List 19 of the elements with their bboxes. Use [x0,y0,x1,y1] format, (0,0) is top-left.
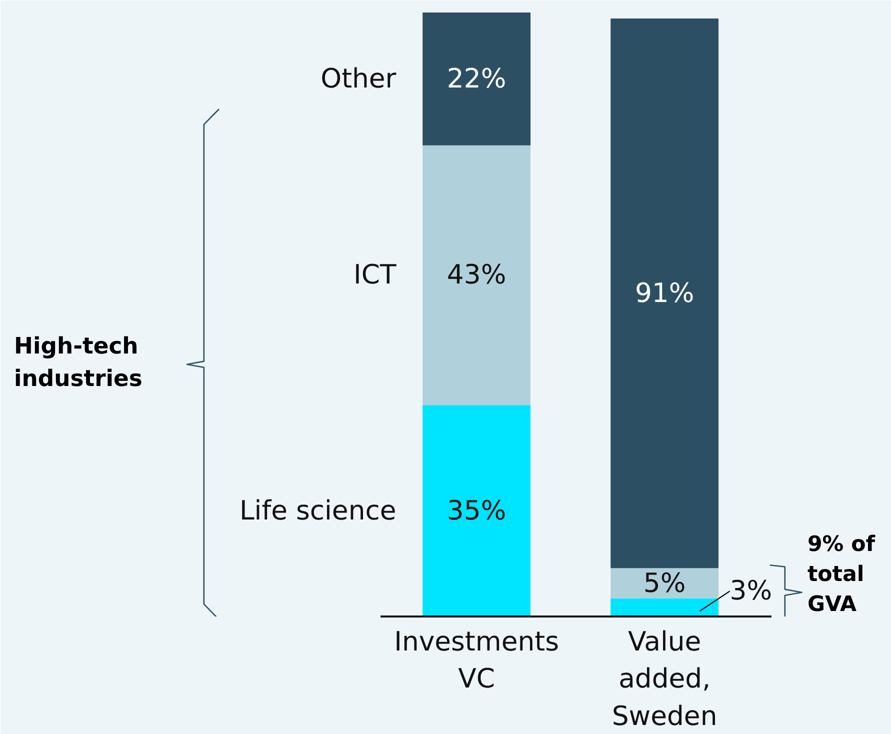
data-label: 22% [446,63,506,94]
bar [422,145,531,406]
series-label: Life science [239,495,396,526]
bar [610,18,719,568]
series-label: Other [320,63,396,94]
series-label: ICT [354,260,397,291]
data-label: 5% [643,568,686,599]
bar [422,12,531,146]
bar [610,568,719,598]
data-label: 35% [446,495,506,526]
x-tick-label: Value added, Sweden [612,626,718,732]
x-tick-label: Investments VC [394,626,559,695]
data-label: 43% [446,260,506,291]
bar [610,598,719,616]
bar [422,405,531,616]
data-label: 3% [730,576,772,607]
text: High-tech industries [14,334,142,392]
data-label: 91% [634,278,694,309]
text: 9% of total GVA [807,532,876,617]
